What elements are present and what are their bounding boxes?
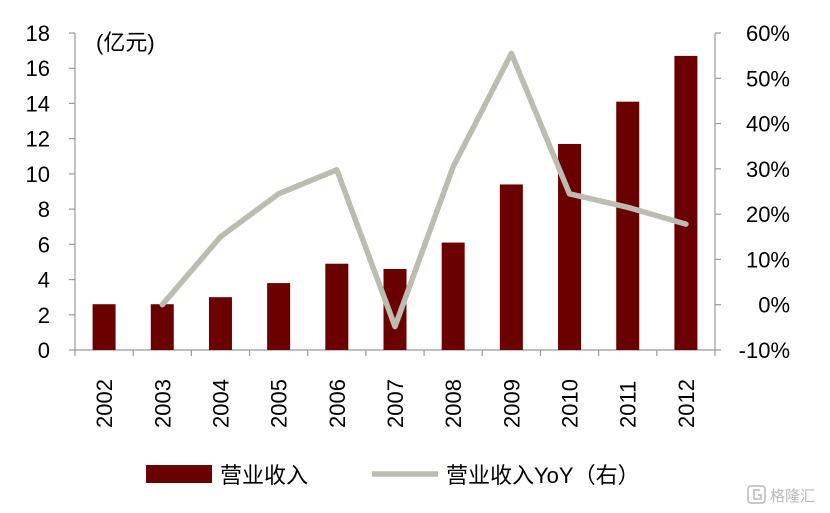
right-tick-label: 30% (746, 157, 790, 182)
bar-series (92, 55, 698, 351)
watermark-text: 格隆汇 (770, 488, 815, 505)
x-tick-label: 2007 (383, 379, 408, 428)
bar (92, 304, 116, 350)
right-tick-label: 20% (746, 202, 790, 227)
line-point (278, 193, 280, 195)
line-point (394, 325, 396, 327)
x-tick-label: 2003 (150, 379, 175, 428)
right-tick-label: 40% (746, 112, 790, 137)
bar (441, 242, 465, 350)
left-tick-label: 12 (26, 127, 50, 152)
watermark: 格隆汇 (747, 485, 815, 505)
legend-bar-label: 营业收入 (220, 463, 308, 488)
left-tick-label: 18 (26, 21, 50, 46)
left-tick-label: 10 (26, 162, 50, 187)
left-tick-label: 0 (38, 338, 50, 363)
line-point (510, 52, 512, 54)
line-point (685, 223, 687, 225)
left-tick-label: 6 (38, 232, 50, 257)
x-tick-label: 2004 (208, 379, 233, 428)
x-tick-label: 2011 (616, 381, 641, 428)
bar (208, 297, 232, 350)
logo-frame (747, 485, 766, 504)
left-tick-label: 16 (26, 56, 50, 81)
x-tick-label: 2010 (558, 379, 583, 428)
gelonghui-logo-icon (747, 485, 766, 504)
legend: 营业收入 营业收入YoY（右） (146, 463, 640, 488)
x-tick-label: 2008 (441, 379, 466, 428)
right-tick-label: -10% (739, 338, 790, 363)
right-tick-label: 10% (746, 247, 790, 272)
tick-labels: 0 2 4 6 8 10 12 14 16 18 -10% 0% 10% 20% 30% 40% 50% 60% 2… (26, 21, 790, 428)
yoy-line (159, 50, 689, 330)
line-point (627, 206, 629, 208)
logo-glyph (753, 489, 762, 500)
x-tick-label: 2006 (325, 379, 350, 428)
bar (383, 268, 407, 350)
legend-line-label: 营业收入YoY（右） (446, 463, 640, 488)
left-tick-label: 8 (38, 197, 50, 222)
right-tick-label: 0% (758, 293, 790, 318)
line-point (569, 193, 571, 195)
line-point (336, 169, 338, 171)
x-tick-label: 2012 (674, 379, 699, 428)
line-series (159, 50, 689, 330)
right-tick-label: 50% (746, 66, 790, 91)
legend-bar-swatch (146, 465, 212, 483)
line-point (161, 304, 163, 306)
line-point (452, 166, 454, 168)
x-tick-label: 2009 (499, 379, 524, 428)
left-tick-label: 14 (26, 91, 50, 116)
right-tick-label: 60% (746, 21, 790, 46)
bar (150, 304, 174, 350)
bar (674, 55, 698, 351)
left-tick-label: 2 (38, 303, 50, 328)
line-point (219, 236, 221, 238)
bar (325, 263, 349, 350)
x-tick-label: 2002 (92, 379, 117, 428)
bar (499, 184, 523, 350)
left-tick-label: 4 (38, 268, 50, 293)
x-tick-label: 2005 (267, 379, 292, 428)
left-axis-unit: (亿元) (96, 30, 155, 55)
bar (616, 101, 640, 350)
bar (267, 283, 291, 350)
